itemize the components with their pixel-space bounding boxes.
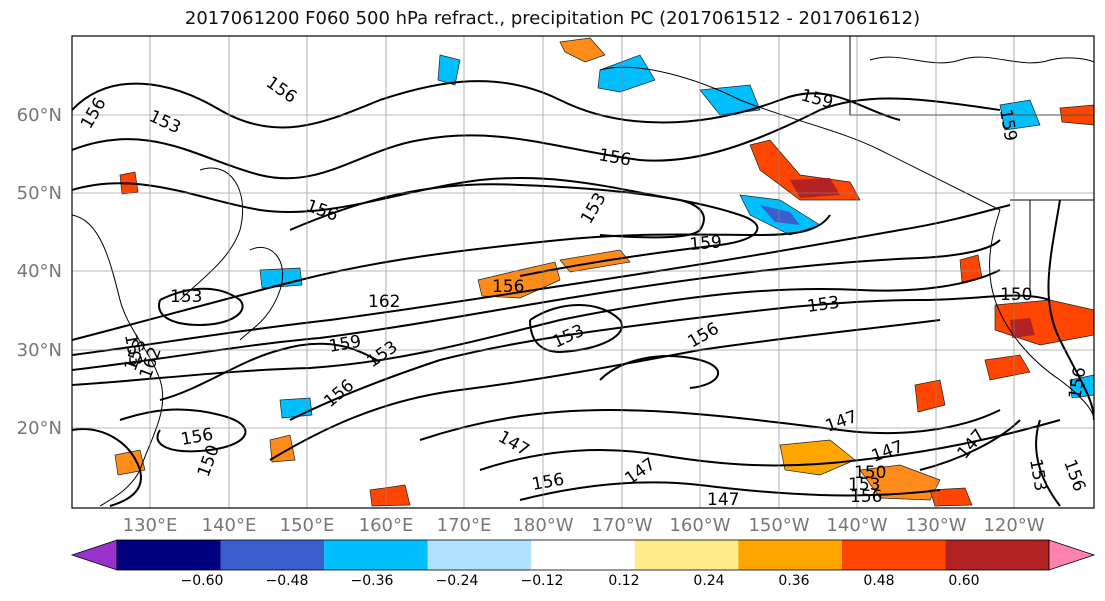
lon-label: 120°W (983, 515, 1044, 536)
colorbar-cell (324, 540, 428, 570)
lon-label: 150°W (748, 515, 809, 536)
lon-label: 140°W (826, 515, 887, 536)
contour-label: 153 (806, 293, 841, 317)
contour-label: 153 (170, 287, 202, 307)
colorbar-tick-label: −0.36 (351, 573, 394, 589)
lon-label: 130°W (905, 515, 966, 536)
contour-label: 147 (707, 490, 739, 510)
lon-label: 130°E (123, 515, 178, 536)
colorbar-tick-label: 0.48 (863, 573, 894, 589)
lon-label: 160°W (669, 515, 730, 536)
colorbar-cell (841, 540, 946, 570)
colorbar-tick-label: 0.36 (778, 573, 809, 589)
lon-label: 140°E (202, 515, 257, 536)
colorbar-tick-labels: −0.60 −0.48 −0.36 −0.24 −0.12 0.12 0.24 … (181, 573, 980, 589)
precip-shading (114, 37, 1094, 507)
contour-label: 153 (848, 475, 880, 495)
colorbar-cell (634, 540, 739, 570)
colorbar: −0.60 −0.48 −0.36 −0.24 −0.12 0.12 0.24 … (70, 539, 1096, 589)
contour-label: 156 (850, 487, 882, 507)
lon-label: 150°E (280, 515, 335, 536)
colorbar-cell (427, 540, 532, 570)
map-title: 2017061200 F060 500 hPa refract., precip… (184, 8, 921, 29)
lat-label: 50°N (17, 183, 62, 204)
colorbar-tick-label: −0.48 (266, 573, 309, 589)
lon-label: 180°W (512, 515, 573, 536)
graticule (72, 36, 1094, 508)
lon-label: 160°E (359, 515, 414, 536)
lat-label: 40°N (17, 261, 62, 282)
colorbar-tick-label: 0.24 (693, 573, 724, 589)
lon-label: 170°W (591, 515, 652, 536)
contour-label: 162 (368, 292, 400, 312)
contour-label: 156 (492, 277, 524, 297)
contour-label: 159 (689, 232, 723, 255)
colorbar-cell (945, 540, 1049, 570)
lat-label: 30°N (17, 340, 62, 361)
colorbar-tick-label: 0.60 (948, 573, 979, 589)
colorbar-tick-label: −0.24 (436, 573, 479, 589)
contour-label: 150 (854, 463, 886, 483)
colorbar-extend-min (70, 539, 118, 571)
colorbar-tick-label: −0.12 (521, 573, 564, 589)
lon-label: 170°E (437, 515, 492, 536)
colorbar-cell (220, 540, 325, 570)
colorbar-cell (738, 540, 842, 570)
colorbar-extend-max (1048, 539, 1096, 571)
lat-label: 60°N (17, 105, 62, 126)
colorbar-cell (531, 540, 635, 570)
colorbar-tick-label: −0.60 (181, 573, 224, 589)
latitude-labels: 60°N 50°N 40°N 30°N 20°N (17, 105, 62, 439)
colorbar-tick-label: 0.12 (608, 573, 639, 589)
colorbar-cell (117, 540, 221, 570)
map-area (72, 36, 1094, 508)
lat-label: 20°N (17, 418, 62, 439)
contour-label: 150 (1000, 285, 1032, 305)
map-frame (71, 35, 1095, 509)
longitude-labels: 130°E 140°E 150°E 160°E 170°E 180°W 170°… (123, 515, 1045, 536)
